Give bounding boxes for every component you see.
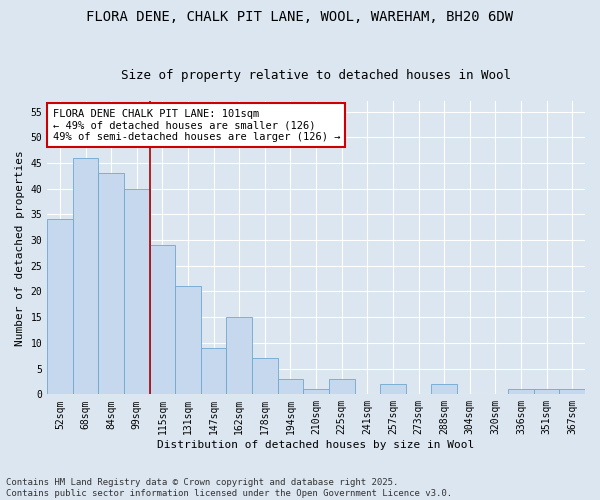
Text: FLORA DENE, CHALK PIT LANE, WOOL, WAREHAM, BH20 6DW: FLORA DENE, CHALK PIT LANE, WOOL, WAREHA…	[86, 10, 514, 24]
Text: Contains HM Land Registry data © Crown copyright and database right 2025.
Contai: Contains HM Land Registry data © Crown c…	[6, 478, 452, 498]
Bar	[252, 358, 278, 394]
Bar	[534, 389, 559, 394]
X-axis label: Distribution of detached houses by size in Wool: Distribution of detached houses by size …	[157, 440, 475, 450]
Bar	[201, 348, 226, 395]
Bar	[303, 389, 329, 394]
Bar	[508, 389, 534, 394]
Bar	[278, 379, 303, 394]
Bar	[329, 379, 355, 394]
Title: Size of property relative to detached houses in Wool: Size of property relative to detached ho…	[121, 69, 511, 82]
Bar	[149, 245, 175, 394]
Bar	[226, 317, 252, 394]
Bar	[380, 384, 406, 394]
Text: FLORA DENE CHALK PIT LANE: 101sqm
← 49% of detached houses are smaller (126)
49%: FLORA DENE CHALK PIT LANE: 101sqm ← 49% …	[53, 108, 340, 142]
Bar	[73, 158, 98, 394]
Bar	[559, 389, 585, 394]
Y-axis label: Number of detached properties: Number of detached properties	[15, 150, 25, 346]
Bar	[124, 188, 149, 394]
Bar	[175, 286, 201, 395]
Bar	[431, 384, 457, 394]
Bar	[47, 220, 73, 394]
Bar	[98, 173, 124, 394]
